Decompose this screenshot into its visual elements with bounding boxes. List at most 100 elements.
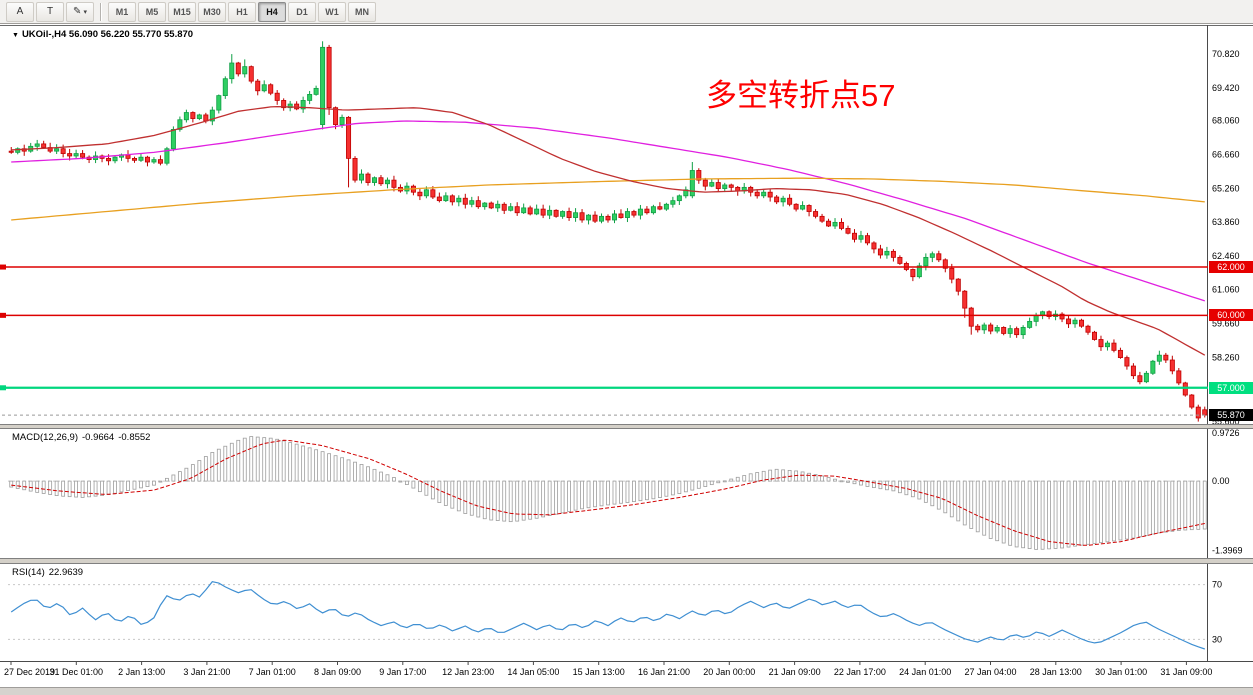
timeframe-m30[interactable]: M30 [198, 1, 226, 22]
macd-bar [839, 480, 844, 483]
macd-bar [489, 480, 494, 521]
candle [475, 200, 481, 208]
candle [320, 46, 326, 125]
text-tool-button[interactable]: T [36, 1, 64, 22]
macd-bar [80, 480, 85, 498]
macd-bar [1040, 480, 1045, 550]
panel-splitter-rsi[interactable] [0, 558, 1253, 564]
candle [851, 232, 857, 240]
macd-bar [1092, 480, 1097, 544]
macd-bar [385, 474, 390, 482]
timeframe-m15[interactable]: M15 [168, 1, 196, 22]
price-axis-label: 62.460 [1212, 251, 1240, 261]
timeframe-h1[interactable]: H1 [228, 1, 256, 22]
candle [1046, 311, 1052, 317]
candle [449, 195, 455, 203]
macd-bar [638, 480, 643, 502]
candle [1027, 320, 1033, 328]
macd-bar [1099, 480, 1103, 544]
candle [981, 324, 987, 331]
candle [670, 200, 676, 205]
toolbar: A T ✎ ▾ M1 M5 M15 M30 H1 H4 D1 W1 MN [0, 0, 1253, 24]
macd-bar [872, 480, 876, 489]
candle [774, 196, 780, 203]
tool-button-group: A T ✎ ▾ [5, 1, 95, 22]
macd-bar [165, 477, 169, 482]
price-axis-label: 59.660 [1212, 319, 1240, 329]
candle [326, 46, 332, 109]
price-axis-label: 55.600 [1212, 417, 1240, 427]
macd-bar [846, 480, 850, 483]
panel-splitter-macd[interactable] [0, 424, 1253, 429]
macd-bar [709, 480, 714, 486]
macd-bar [593, 480, 597, 508]
draw-tool-button[interactable]: ✎ ▾ [66, 1, 94, 22]
macd-bar [930, 480, 935, 507]
candle [709, 182, 715, 187]
cursor-tool-button[interactable]: A [6, 1, 34, 22]
rsi-axis-label: 70 [1212, 580, 1222, 590]
candle [151, 159, 157, 163]
candle [1007, 328, 1013, 334]
timeframe-mn[interactable]: MN [348, 1, 376, 22]
macd-bar [139, 480, 143, 489]
candle [1079, 319, 1085, 327]
timeframe-d1[interactable]: D1 [288, 1, 316, 22]
macd-bar [683, 480, 688, 493]
candle [955, 278, 961, 292]
macd-bar [956, 480, 961, 522]
macd-bar [67, 480, 72, 498]
macd-bar [813, 474, 818, 482]
macd-bar [651, 480, 656, 500]
time-axis-label: 24 Jan 01:00 [899, 667, 951, 677]
candle [41, 143, 47, 148]
macd-bar [826, 477, 831, 482]
collapse-icon[interactable]: ▼ [12, 32, 19, 39]
timeframe-h4[interactable]: H4 [258, 1, 286, 22]
macd-bar [145, 480, 150, 487]
candle [942, 259, 948, 269]
candle [436, 196, 442, 202]
candle [761, 191, 767, 197]
candle [631, 211, 637, 216]
macd-bar [229, 442, 234, 482]
timeframe-m1[interactable]: M1 [108, 1, 136, 22]
ohlc-values: 56.090 56.220 55.770 55.870 [68, 29, 194, 40]
macd-bar [586, 480, 591, 509]
macd-bar [1183, 480, 1188, 531]
rsi-value: 22.9639 [48, 567, 84, 578]
timeframe-m5[interactable]: M5 [138, 1, 166, 22]
macd-bar [774, 468, 779, 482]
macd-bar [22, 480, 27, 491]
macd-histogram [9, 436, 1207, 550]
macd-bar [1014, 480, 1019, 548]
candle [1111, 342, 1117, 351]
candle [495, 203, 501, 209]
macd-bar [249, 436, 254, 482]
macd-bar [1189, 480, 1194, 531]
macd-bar [1157, 480, 1162, 534]
rsi-line [10, 581, 1205, 650]
timeframe-w1[interactable]: W1 [318, 1, 346, 22]
macd-bar [236, 439, 241, 482]
annotation-text[interactable]: 多空转折点57 [706, 78, 896, 113]
macd-bar [417, 480, 422, 493]
macd-bar [405, 480, 409, 485]
candle [975, 325, 981, 331]
macd-bar [619, 480, 623, 504]
candle [787, 197, 793, 205]
candle [8, 150, 14, 153]
macd-bar [508, 480, 513, 523]
macd-bar [54, 480, 59, 496]
candle [307, 94, 313, 101]
macd-bar [748, 473, 753, 482]
macd-bar [975, 480, 980, 533]
candle [281, 100, 287, 109]
candle [793, 203, 799, 210]
macd-bar [15, 480, 20, 489]
time-axis-label: 16 Jan 21:00 [638, 667, 690, 677]
candle [67, 153, 73, 157]
candlestick-series[interactable] [8, 41, 1208, 422]
hline-62000-left-tag [0, 264, 6, 270]
